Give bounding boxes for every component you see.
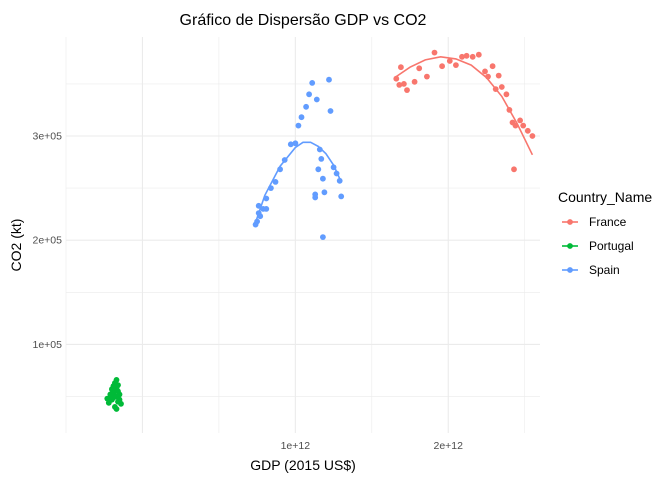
data-point-france (396, 82, 403, 88)
data-point-spain (263, 206, 270, 212)
data-point-france (492, 86, 499, 92)
data-point-france (463, 52, 470, 59)
y-tick-label: 1e+05 (33, 339, 63, 351)
data-point-portugal (113, 377, 120, 383)
data-point-portugal (113, 406, 120, 412)
data-point-spain (338, 193, 345, 200)
data-point-france (512, 122, 519, 129)
data-point-spain (268, 185, 274, 192)
data-point-france (495, 72, 502, 79)
data-point-spain (277, 166, 283, 173)
data-point-spain (298, 114, 305, 121)
data-point-france (446, 58, 453, 64)
data-point-france (524, 127, 531, 134)
data-point-france (398, 64, 404, 71)
x-tick-label: 2e+12 (434, 440, 464, 452)
y-axis-ticks: 1e+05 2e+05 3e+05 (33, 131, 63, 351)
data-point-france (404, 87, 410, 93)
data-point-france (439, 63, 445, 70)
data-point-spain (312, 194, 319, 201)
legend-label-portugal: Portugal (589, 239, 634, 253)
data-point-spain (309, 80, 316, 86)
legend: Country_Name France Portugal Spain (558, 189, 652, 277)
data-point-france (411, 78, 418, 85)
chart-title: Gráfico de Dispersão GDP vs CO2 (180, 12, 427, 29)
data-point-spain (306, 91, 312, 98)
data-point-portugal (116, 391, 123, 398)
data-point-spain (263, 195, 270, 202)
data-point-france (482, 68, 488, 75)
data-point-france (459, 53, 465, 60)
data-points (104, 49, 536, 412)
data-point-spain (320, 234, 326, 241)
data-point-france (416, 65, 423, 72)
data-point-spain (257, 213, 264, 220)
data-point-spain (326, 76, 332, 83)
data-point-france (506, 107, 513, 113)
data-point-france (431, 49, 438, 56)
data-point-france (498, 84, 505, 90)
data-point-france (475, 51, 482, 58)
data-point-spain (272, 179, 279, 185)
legend-label-france: France (589, 215, 627, 229)
data-point-spain (321, 189, 328, 196)
data-point-france (453, 62, 459, 68)
data-point-france (529, 133, 536, 139)
data-point-spain (318, 156, 325, 162)
data-point-spain (255, 202, 262, 209)
data-point-france (424, 73, 430, 80)
data-point-portugal (118, 400, 124, 407)
x-axis-ticks: 1e+12 2e+12 (281, 440, 464, 452)
data-point-spain (336, 177, 343, 184)
data-point-spain (327, 108, 334, 114)
data-point-spain (320, 175, 326, 182)
data-point-spain (292, 140, 299, 147)
data-point-spain (333, 170, 340, 177)
x-axis-title: GDP (2015 US$) (250, 457, 356, 473)
legend-title: Country_Name (558, 189, 652, 205)
y-axis-title: CO2 (kt) (8, 219, 24, 272)
fit-line-spain (253, 141, 342, 227)
data-point-spain (330, 164, 337, 171)
data-point-spain (281, 157, 288, 163)
data-point-portugal (115, 382, 121, 388)
legend-key-point-france (567, 219, 573, 225)
legend-key-point-spain (567, 267, 573, 273)
data-point-france (503, 91, 510, 98)
data-point-spain (254, 218, 260, 225)
plot-grid (65, 37, 540, 433)
data-point-spain (315, 166, 322, 173)
y-tick-label: 2e+05 (33, 235, 63, 247)
data-point-france (517, 117, 523, 124)
data-point-portugal (109, 391, 115, 398)
legend-key-point-portugal (567, 243, 573, 249)
data-point-spain (313, 96, 320, 103)
data-point-spain (287, 141, 294, 148)
data-point-france (520, 122, 527, 129)
data-point-france (469, 53, 476, 60)
data-point-france (401, 81, 407, 87)
data-point-spain (316, 146, 323, 153)
y-tick-label: 3e+05 (33, 131, 63, 143)
data-point-spain (303, 103, 309, 110)
data-point-france (511, 166, 517, 173)
data-point-france (485, 73, 491, 80)
data-point-france (393, 75, 400, 82)
legend-label-spain: Spain (589, 263, 620, 277)
data-point-france (489, 63, 496, 70)
x-tick-label: 1e+12 (281, 440, 311, 452)
data-point-spain (295, 122, 302, 129)
